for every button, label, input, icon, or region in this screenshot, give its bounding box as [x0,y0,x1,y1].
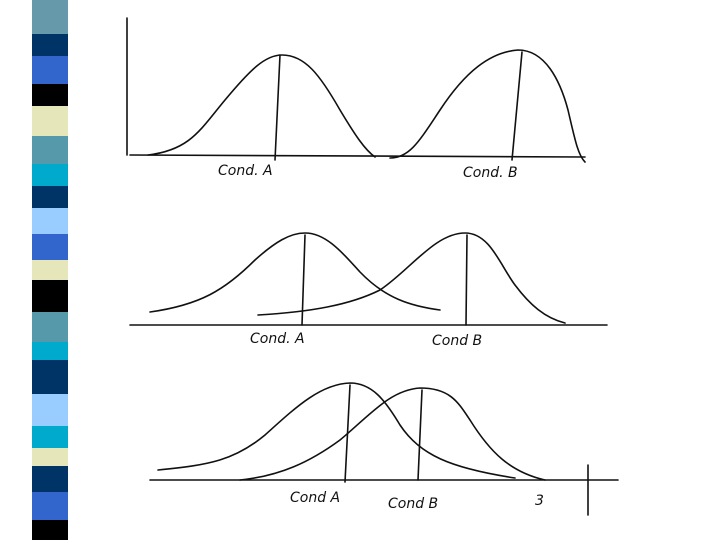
condition-label: Cond A [290,490,340,506]
axes [149,464,619,516]
curve [157,382,516,479]
condition-label: Cond. A [250,331,305,347]
condition-label: Cond. B [463,165,518,181]
curve [257,232,566,324]
condition-label: Cond B [432,333,482,349]
curve [239,387,546,481]
axes [126,17,586,158]
mean-line [511,51,523,161]
panel-1: Cond. A Cond. B [126,17,586,181]
mean-line [301,234,306,326]
curve [389,49,586,163]
mean-line [274,54,281,161]
mean-line [465,234,468,326]
page-number: 3 [535,493,544,509]
panel-3: Cond A Cond B [149,382,619,516]
decorative-stripe [32,0,68,540]
panel-2: Cond. A Cond B [129,232,608,349]
condition-label: Cond. A [218,163,273,179]
curve [147,54,376,158]
mean-line [417,389,423,481]
curve [149,232,441,313]
condition-label: Cond B [388,496,438,512]
